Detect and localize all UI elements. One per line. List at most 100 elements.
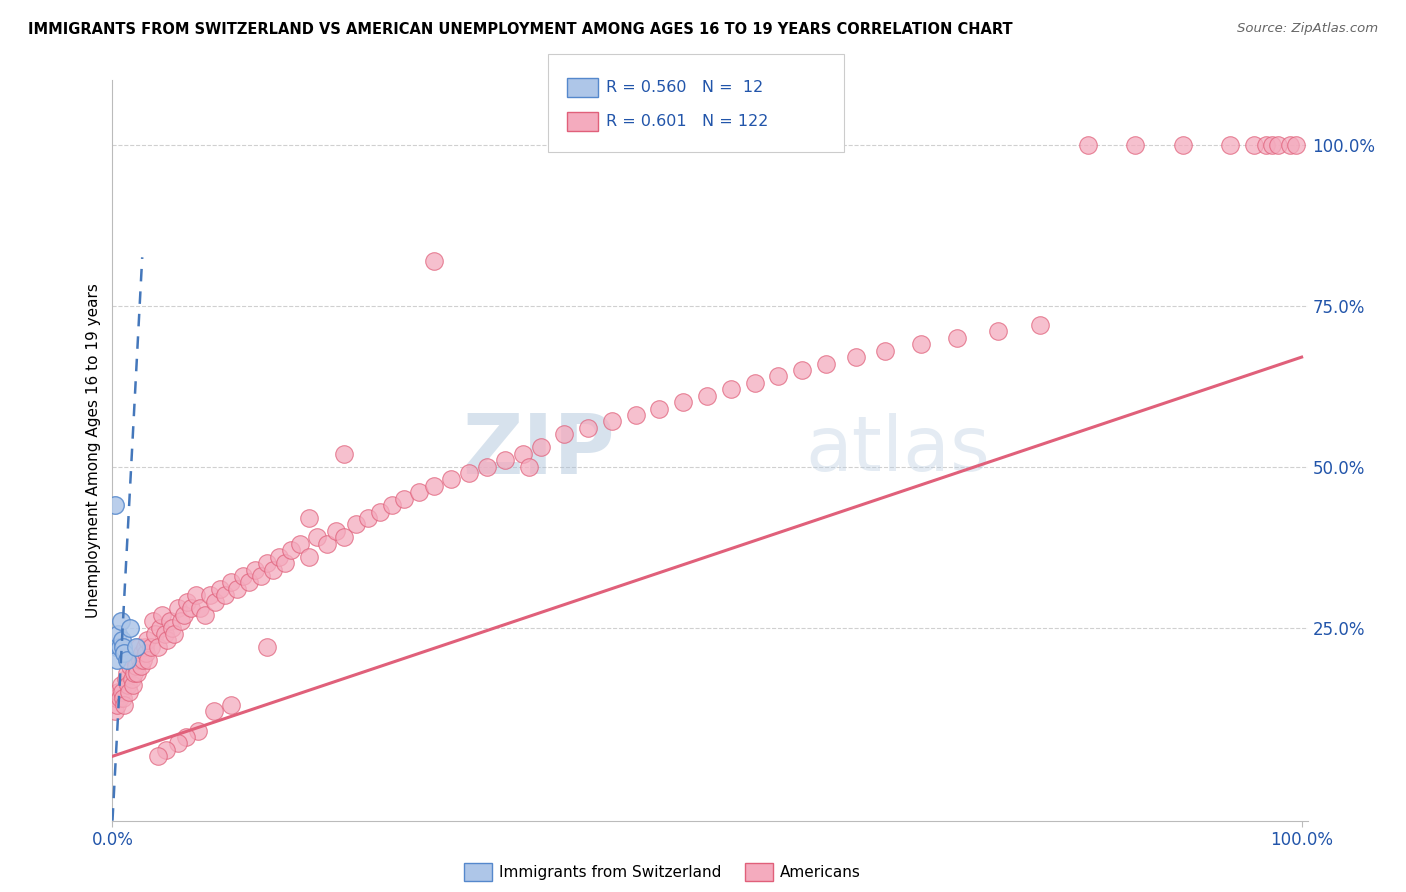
Point: [160, 620, 183, 634]
Point: [108, 691, 131, 706]
Point: [120, 620, 142, 634]
Point: [333, 447, 356, 461]
Text: Americans: Americans: [780, 865, 862, 880]
Point: [243, 563, 266, 577]
Point: [128, 653, 150, 667]
Point: [290, 537, 312, 551]
Point: [104, 704, 127, 718]
Point: [280, 543, 302, 558]
Point: [124, 653, 146, 667]
Point: [1278, 137, 1301, 152]
Point: [256, 640, 278, 654]
Point: [190, 601, 212, 615]
Point: [146, 749, 169, 764]
Point: [104, 498, 127, 512]
Point: [298, 549, 321, 564]
Point: [128, 640, 150, 654]
Point: [768, 369, 790, 384]
Point: [105, 698, 128, 712]
Point: [153, 627, 176, 641]
Point: [112, 646, 135, 660]
Point: [194, 607, 217, 622]
Point: [357, 511, 380, 525]
Point: [221, 575, 243, 590]
Point: [167, 736, 190, 750]
Point: [143, 627, 166, 641]
Point: [672, 395, 695, 409]
Point: [132, 653, 155, 667]
Text: ZIP: ZIP: [463, 410, 614, 491]
Point: [187, 723, 209, 738]
Point: [156, 633, 179, 648]
Point: [115, 665, 138, 680]
Point: [107, 627, 129, 641]
Point: [163, 627, 186, 641]
Point: [512, 447, 534, 461]
Point: [105, 691, 128, 706]
Point: [408, 485, 430, 500]
Point: [112, 691, 135, 706]
Point: [267, 549, 290, 564]
Point: [112, 698, 135, 712]
Point: [517, 459, 540, 474]
Point: [325, 524, 347, 538]
Point: [152, 607, 174, 622]
Point: [624, 408, 647, 422]
Point: [115, 653, 138, 667]
Point: [146, 640, 169, 654]
Point: [118, 685, 141, 699]
Point: [1261, 137, 1284, 152]
Point: [105, 640, 128, 654]
Point: [110, 614, 132, 628]
Point: [127, 665, 149, 680]
Point: [122, 665, 145, 680]
Point: [1243, 137, 1265, 152]
Point: [226, 582, 249, 596]
Point: [139, 640, 162, 654]
Point: [131, 646, 153, 660]
Point: [1285, 137, 1308, 152]
Point: [105, 653, 128, 667]
Point: [422, 253, 444, 268]
Point: [184, 588, 207, 602]
Point: [381, 498, 404, 512]
Point: [110, 678, 132, 692]
Point: [1077, 137, 1099, 152]
Point: [274, 556, 297, 570]
Point: [170, 614, 193, 628]
Point: [262, 563, 284, 577]
Text: Immigrants from Switzerland: Immigrants from Switzerland: [499, 865, 721, 880]
Point: [875, 343, 897, 358]
Point: [440, 472, 463, 486]
Point: [305, 530, 328, 544]
Point: [134, 640, 156, 654]
Point: [167, 601, 190, 615]
Point: [696, 389, 718, 403]
Point: [333, 530, 356, 544]
Point: [149, 620, 172, 634]
Point: [232, 569, 254, 583]
Point: [1267, 137, 1289, 152]
Point: [121, 672, 143, 686]
Point: [155, 743, 177, 757]
Point: [214, 588, 236, 602]
Point: [945, 331, 967, 345]
Point: [125, 640, 148, 654]
Point: [221, 698, 243, 712]
Text: R = 0.601   N = 122: R = 0.601 N = 122: [606, 114, 768, 128]
Point: [553, 427, 575, 442]
Point: [1219, 137, 1241, 152]
Point: [1029, 318, 1052, 332]
Point: [987, 324, 1010, 338]
Point: [176, 595, 198, 609]
Point: [344, 517, 367, 532]
Point: [204, 595, 226, 609]
Point: [792, 363, 814, 377]
Point: [422, 479, 444, 493]
Point: [117, 678, 139, 692]
Point: [250, 569, 273, 583]
Point: [120, 659, 142, 673]
Point: [111, 633, 134, 648]
Point: [529, 440, 551, 454]
Text: IMMIGRANTS FROM SWITZERLAND VS AMERICAN UNEMPLOYMENT AMONG AGES 16 TO 19 YEARS C: IMMIGRANTS FROM SWITZERLAND VS AMERICAN …: [28, 22, 1012, 37]
